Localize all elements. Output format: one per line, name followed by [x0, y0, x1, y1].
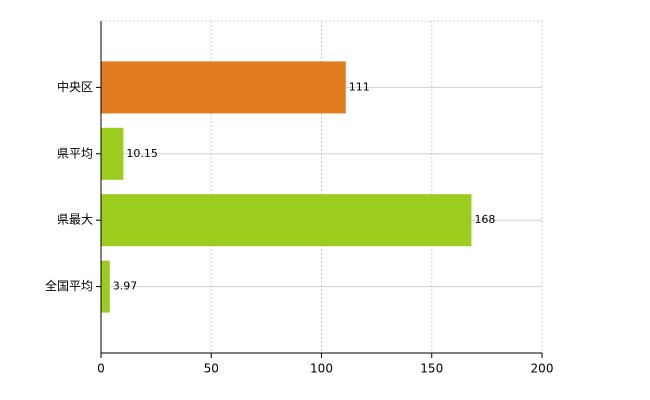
- x-tick-label: 50: [204, 362, 219, 376]
- bar: [101, 194, 472, 247]
- x-tick-label: 200: [531, 362, 554, 376]
- x-tick-label: 150: [420, 362, 443, 376]
- value-label: 168: [474, 213, 495, 226]
- y-tick-label: 全国平均: [45, 278, 93, 293]
- bar: [101, 61, 346, 114]
- bar: [101, 127, 124, 180]
- bar: [101, 260, 110, 313]
- y-tick-label: 中央区: [57, 79, 93, 94]
- x-tick-label: 100: [310, 362, 333, 376]
- value-label: 111: [349, 80, 370, 93]
- y-tick-label: 県最大: [57, 213, 93, 227]
- x-tick-label: 0: [97, 362, 105, 376]
- value-label: 10.15: [126, 147, 158, 160]
- value-label: 3.97: [113, 280, 137, 293]
- y-tick-label: 県平均: [57, 146, 93, 160]
